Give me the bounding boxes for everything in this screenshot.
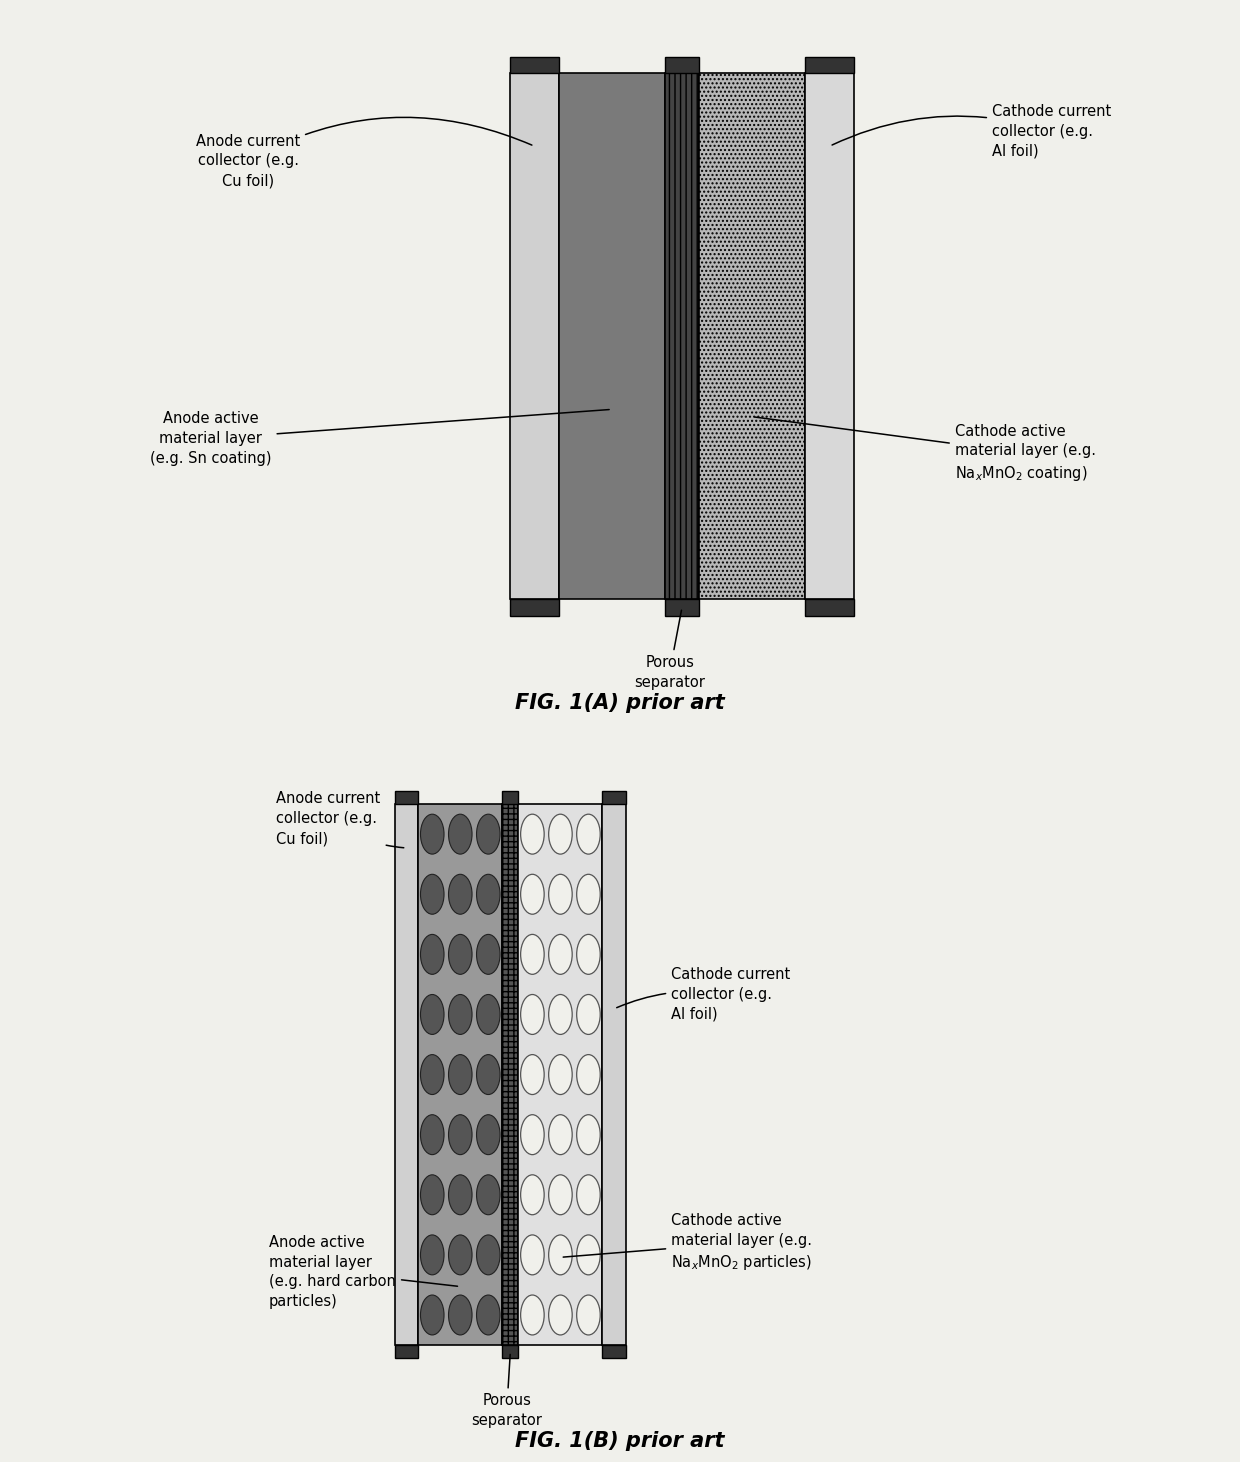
Ellipse shape (548, 1235, 572, 1275)
Ellipse shape (420, 934, 444, 974)
Ellipse shape (577, 1295, 600, 1335)
Bar (603, 804, 626, 1345)
Bar (559, 73, 665, 599)
Bar (502, 791, 518, 804)
Ellipse shape (521, 1114, 544, 1155)
Ellipse shape (577, 814, 600, 854)
Bar (518, 804, 603, 1345)
Ellipse shape (521, 1235, 544, 1275)
Ellipse shape (521, 814, 544, 854)
Bar (394, 804, 418, 1345)
Ellipse shape (449, 1235, 472, 1275)
Text: Cathode active
material layer (e.g.
Na$_x$MnO$_2$ coating): Cathode active material layer (e.g. Na$_… (755, 417, 1096, 482)
Ellipse shape (420, 1295, 444, 1335)
Ellipse shape (449, 934, 472, 974)
Ellipse shape (521, 1175, 544, 1215)
Ellipse shape (420, 1235, 444, 1275)
Ellipse shape (476, 934, 500, 974)
Ellipse shape (476, 874, 500, 914)
Bar (510, 73, 559, 599)
Ellipse shape (420, 1175, 444, 1215)
Bar (805, 599, 854, 616)
Bar (502, 1345, 518, 1358)
Ellipse shape (449, 994, 472, 1035)
Text: FIG. 1(B) prior art: FIG. 1(B) prior art (516, 1431, 724, 1450)
Ellipse shape (577, 874, 600, 914)
Bar (603, 1345, 626, 1358)
Ellipse shape (420, 1114, 444, 1155)
Ellipse shape (521, 874, 544, 914)
Bar (418, 804, 502, 1345)
Ellipse shape (449, 814, 472, 854)
Bar (510, 599, 559, 616)
Text: FIG. 1(A) prior art: FIG. 1(A) prior art (515, 693, 725, 713)
Ellipse shape (449, 874, 472, 914)
Ellipse shape (548, 814, 572, 854)
Text: Anode current
collector (e.g.
Cu foil): Anode current collector (e.g. Cu foil) (277, 791, 404, 848)
Bar (665, 599, 699, 616)
Ellipse shape (476, 1175, 500, 1215)
Text: Cathode active
material layer (e.g.
Na$_x$MnO$_2$ particles): Cathode active material layer (e.g. Na$_… (563, 1213, 812, 1272)
Ellipse shape (548, 934, 572, 974)
Ellipse shape (548, 1054, 572, 1095)
Ellipse shape (521, 934, 544, 974)
Ellipse shape (420, 874, 444, 914)
Ellipse shape (521, 1054, 544, 1095)
Ellipse shape (449, 1175, 472, 1215)
Bar (805, 57, 854, 73)
Ellipse shape (577, 1114, 600, 1155)
Text: Anode active
material layer
(e.g. hard carbon
particles): Anode active material layer (e.g. hard c… (269, 1235, 458, 1308)
Ellipse shape (548, 1295, 572, 1335)
Text: Cathode current
collector (e.g.
Al foil): Cathode current collector (e.g. Al foil) (832, 104, 1111, 159)
Ellipse shape (577, 1054, 600, 1095)
Ellipse shape (577, 934, 600, 974)
Ellipse shape (420, 994, 444, 1035)
Text: Anode current
collector (e.g.
Cu foil): Anode current collector (e.g. Cu foil) (196, 117, 532, 189)
Ellipse shape (476, 994, 500, 1035)
Bar (665, 57, 699, 73)
Ellipse shape (476, 1054, 500, 1095)
Ellipse shape (548, 1175, 572, 1215)
Ellipse shape (577, 1235, 600, 1275)
Bar (699, 73, 805, 599)
Ellipse shape (577, 994, 600, 1035)
Ellipse shape (476, 1114, 500, 1155)
Ellipse shape (548, 1114, 572, 1155)
Ellipse shape (420, 814, 444, 854)
Ellipse shape (476, 1235, 500, 1275)
Bar (394, 791, 418, 804)
Ellipse shape (449, 1295, 472, 1335)
Bar (510, 57, 559, 73)
Bar (502, 804, 518, 1345)
Ellipse shape (521, 994, 544, 1035)
Ellipse shape (548, 994, 572, 1035)
Ellipse shape (521, 1295, 544, 1335)
Text: Porous
separator: Porous separator (634, 610, 706, 690)
Ellipse shape (577, 1175, 600, 1215)
Ellipse shape (548, 874, 572, 914)
Ellipse shape (449, 1054, 472, 1095)
Bar (665, 73, 699, 599)
Ellipse shape (476, 814, 500, 854)
Bar (603, 791, 626, 804)
Ellipse shape (476, 1295, 500, 1335)
Bar (394, 1345, 418, 1358)
Text: Cathode current
collector (e.g.
Al foil): Cathode current collector (e.g. Al foil) (616, 966, 790, 1022)
Text: Porous
separator: Porous separator (471, 1354, 542, 1428)
Bar (805, 73, 854, 599)
Text: Anode active
material layer
(e.g. Sn coating): Anode active material layer (e.g. Sn coa… (150, 409, 609, 466)
Ellipse shape (449, 1114, 472, 1155)
Ellipse shape (420, 1054, 444, 1095)
